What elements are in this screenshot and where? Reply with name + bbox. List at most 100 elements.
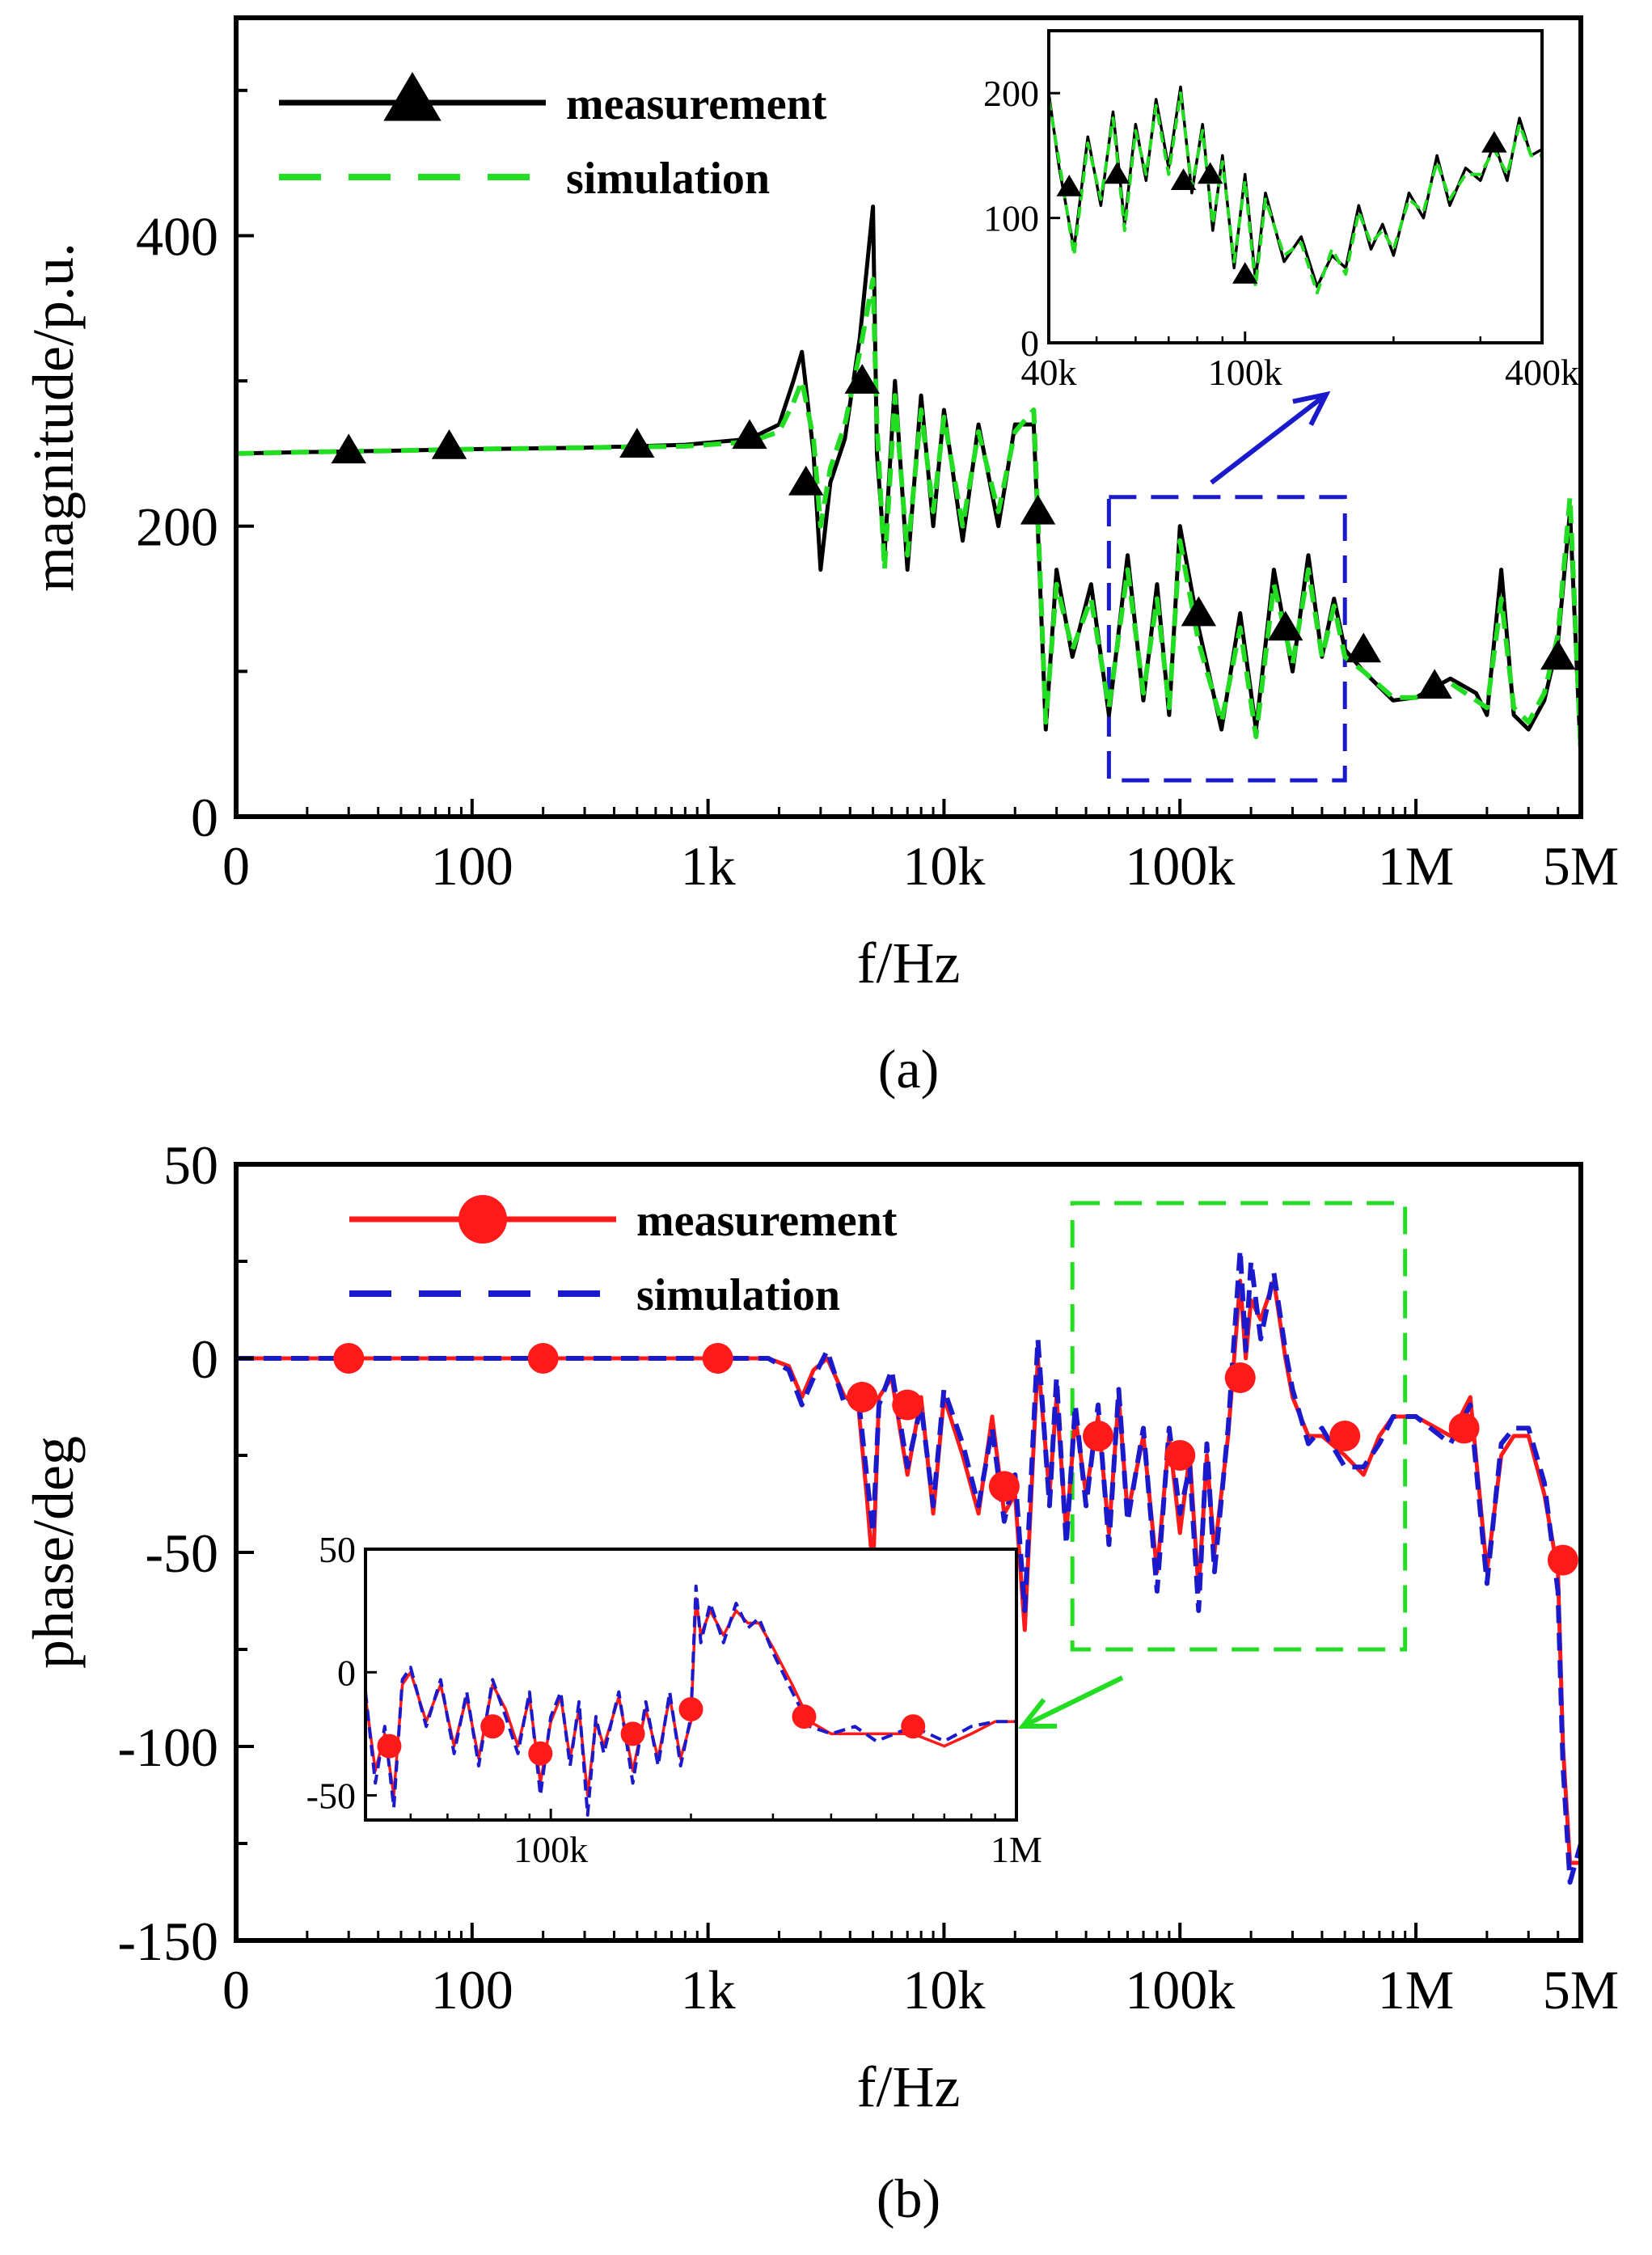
inset-y-tick-label: 0 bbox=[1020, 323, 1039, 364]
inset-marker-triangle bbox=[1232, 262, 1258, 284]
marker-circle bbox=[847, 1382, 878, 1413]
x-tick-label: 100 bbox=[431, 835, 513, 897]
x-tick-label: 1M bbox=[1378, 1959, 1454, 2021]
inset-marker-circle bbox=[901, 1714, 926, 1739]
legend-marker-triangle bbox=[383, 72, 442, 121]
x-tick-label: 100 bbox=[431, 1959, 513, 2021]
inset-marker-circle bbox=[792, 1704, 817, 1729]
x-tick-label: 5M bbox=[1543, 1959, 1619, 2021]
marker-triangle bbox=[331, 433, 366, 464]
y-tick-label: -150 bbox=[117, 1911, 218, 1972]
inset-marker-triangle bbox=[1056, 175, 1082, 196]
inset-x-tick-label: 100k bbox=[513, 1829, 588, 1870]
series-line-simulation bbox=[236, 1247, 1583, 1885]
x-axis-title: f/Hz bbox=[857, 931, 961, 995]
marker-circle bbox=[1448, 1413, 1480, 1444]
inset: 40k 100k 400k 0 100 200 bbox=[983, 29, 1579, 393]
marker-triangle bbox=[1346, 632, 1381, 663]
y-axis-title: phase/deg bbox=[21, 1436, 86, 1669]
y-tick-label: -50 bbox=[145, 1522, 218, 1584]
marker-triangle bbox=[732, 419, 767, 450]
inset-y-tick-label: 0 bbox=[337, 1652, 356, 1693]
y-tick-label: 200 bbox=[136, 496, 218, 558]
zoom-arrow-shaft bbox=[1021, 1675, 1124, 1729]
x-axis-title: f/Hz bbox=[857, 2054, 961, 2119]
marker-triangle bbox=[1020, 494, 1056, 525]
inset-y-tick-label: -50 bbox=[306, 1776, 356, 1817]
series-line-simulation bbox=[1049, 91, 1542, 295]
inset-marker-circle bbox=[480, 1714, 505, 1739]
inset-marker-circle bbox=[377, 1733, 402, 1759]
inset-marker-circle bbox=[678, 1696, 703, 1721]
marker-triangle bbox=[431, 429, 467, 459]
legend: measurement simulation bbox=[279, 72, 827, 204]
inset-marker-triangle bbox=[1104, 162, 1130, 184]
inset-plot bbox=[365, 1584, 1016, 1817]
marker-circle bbox=[1547, 1544, 1578, 1576]
legend: measurement simulation bbox=[349, 1195, 898, 1320]
panel-label: (b) bbox=[877, 2168, 940, 2229]
marker-circle bbox=[333, 1343, 365, 1374]
zoom-arrow-shaft bbox=[1210, 392, 1328, 485]
x-tick-label: 5M bbox=[1543, 835, 1619, 897]
marker-circle bbox=[1083, 1421, 1114, 1451]
marker-circle bbox=[892, 1389, 923, 1421]
marker-circle bbox=[702, 1343, 733, 1374]
legend-label-simulation: simulation bbox=[636, 1270, 840, 1320]
y-tick-label: 400 bbox=[136, 205, 218, 267]
x-tick-label: 1M bbox=[1378, 835, 1454, 897]
inset-marker-triangle bbox=[1197, 162, 1223, 184]
legend-label-measurement: measurement bbox=[566, 79, 827, 129]
inset: 100k 1M -50 0 50 bbox=[306, 1529, 1042, 1870]
marker-triangle bbox=[1417, 669, 1452, 699]
marker-circle bbox=[527, 1343, 559, 1374]
marker-triangle bbox=[1268, 610, 1303, 641]
x-tick-label: 0 bbox=[222, 1959, 250, 2021]
inset-background bbox=[365, 1549, 1016, 1820]
x-tick-label: 10k bbox=[902, 1959, 985, 2021]
inset-marker-circle bbox=[528, 1741, 553, 1766]
y-tick-label: -100 bbox=[117, 1717, 218, 1778]
inset-marker-triangle bbox=[1170, 168, 1197, 190]
inset-background bbox=[1049, 31, 1542, 343]
y-tick-label: 0 bbox=[191, 1328, 218, 1390]
marker-circle bbox=[1329, 1421, 1361, 1451]
legend-label-simulation: simulation bbox=[566, 154, 770, 204]
zoom-arrow-head bbox=[1292, 391, 1331, 426]
x-tick-label: 1k bbox=[681, 835, 736, 897]
chart-panel-b: 0 100 1k 10k 100k 1M 5M -150 -100 -50 0 50 f/Hz phase… bbox=[21, 1134, 1619, 2229]
series-line-simulation bbox=[235, 277, 1583, 752]
panel-label: (a) bbox=[878, 1038, 939, 1100]
inset-x-tick-label: 1M bbox=[991, 1829, 1042, 1870]
y-axis-title: magnitude/p.u. bbox=[21, 243, 86, 592]
inset-y-tick-label: 200 bbox=[983, 73, 1039, 114]
marker-triangle bbox=[619, 428, 655, 458]
marker-circle bbox=[1224, 1362, 1256, 1393]
marker-triangle bbox=[844, 364, 880, 394]
marker-triangle bbox=[1540, 640, 1576, 670]
legend-marker-circle bbox=[458, 1195, 507, 1244]
inset-x-tick-label: 400k bbox=[1505, 352, 1579, 393]
x-tick-label: 0 bbox=[222, 835, 250, 897]
legend-label-measurement: measurement bbox=[636, 1196, 898, 1246]
zoom-box bbox=[1070, 1201, 1408, 1652]
inset-x-tick-label: 100k bbox=[1208, 352, 1282, 393]
inset-plot bbox=[1049, 85, 1542, 295]
chart-panel-a: 0 100 1k 10k 100k 1M 5M 0 200 400 f/Hz magnitude/p.… bbox=[21, 15, 1619, 1100]
inset-x-tick-label: 40k bbox=[1021, 352, 1077, 393]
marker-circle bbox=[1164, 1440, 1196, 1471]
marker-circle bbox=[988, 1471, 1020, 1502]
inset-marker-circle bbox=[620, 1721, 645, 1746]
inset-frame bbox=[1047, 29, 1544, 344]
y-tick-label: 0 bbox=[191, 787, 218, 848]
x-tick-label: 1k bbox=[681, 1959, 736, 2021]
inset-y-tick-label: 100 bbox=[983, 198, 1039, 239]
x-tick-label: 10k bbox=[902, 835, 985, 897]
y-tick-label: 50 bbox=[163, 1134, 218, 1196]
inset-marker-triangle bbox=[1481, 130, 1507, 153]
zoom-box bbox=[1106, 495, 1347, 783]
zoom-arrow-head bbox=[1017, 1698, 1058, 1729]
x-tick-label: 100k bbox=[1125, 835, 1235, 897]
inset-y-tick-label: 50 bbox=[319, 1529, 356, 1570]
